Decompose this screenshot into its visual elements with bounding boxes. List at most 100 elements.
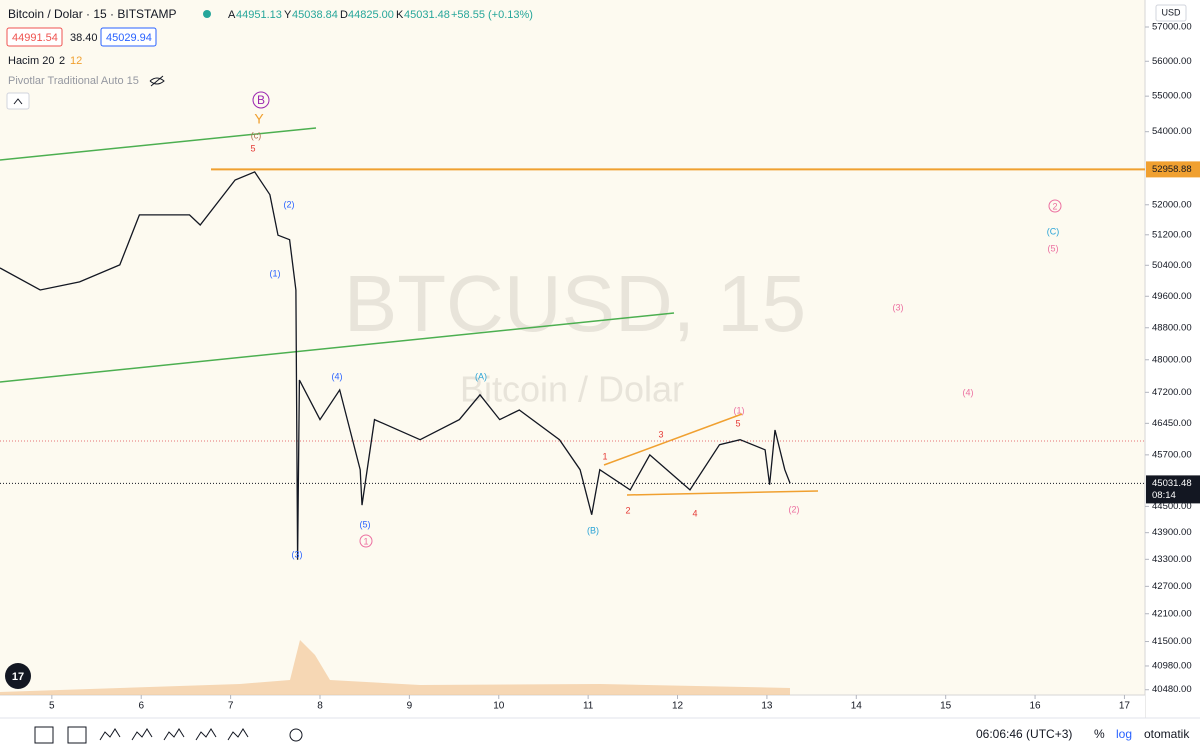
toolbar-icon[interactable] <box>34 726 54 744</box>
level-label: 52958.88 <box>1152 164 1192 175</box>
watermark-sub: Bitcoin / Dolar <box>460 369 684 410</box>
trend-line <box>0 127 317 161</box>
clock: 06:06:46 (UTC+3) <box>976 727 1072 741</box>
y-axis: 57000.00 56000.00 55000.00 54000.00 52000.00… <box>1145 22 1192 695</box>
level-label-bg <box>1146 161 1200 178</box>
wave-label: 5 <box>735 418 740 428</box>
last-price-bg <box>1146 475 1200 504</box>
x-tick-label: 13 <box>761 701 773 712</box>
y-tick-label: 44500.00 <box>1152 501 1192 512</box>
ask-box[interactable] <box>100 27 157 47</box>
x-tick-label: 14 <box>851 701 863 712</box>
y-tick-label: 46450.00 <box>1152 418 1192 429</box>
chevron <box>13 98 23 105</box>
x-tick-label: 7 <box>228 701 234 712</box>
y-tick-label: 48000.00 <box>1152 354 1192 365</box>
price-axis <box>1145 0 1200 718</box>
wave-label: (3) <box>292 549 303 559</box>
spread: 38.40 <box>70 32 98 44</box>
wave-label: (5) <box>1048 243 1059 253</box>
auto-toggle[interactable]: otomatik <box>1144 727 1190 741</box>
ohlc-value: 45031.48 <box>404 9 450 21</box>
wave-label: 1 <box>602 451 607 461</box>
currency-box[interactable] <box>1155 4 1187 22</box>
x-tick-label: 17 <box>1119 701 1131 712</box>
logo-mark: 17 <box>12 671 24 683</box>
wave-label: 4 <box>692 508 697 518</box>
trend-line <box>0 312 675 383</box>
ohlc-value: 45038.84 <box>292 9 338 21</box>
y-tick-label: 51200.00 <box>1152 229 1192 240</box>
timeframe-toolbar <box>34 726 303 744</box>
chart-background <box>0 0 1145 695</box>
wave-circle <box>1048 199 1062 213</box>
volume-indicator: Hacim 20 <box>8 55 54 67</box>
wave-label: (5) <box>360 519 371 529</box>
toolbar-icon[interactable] <box>67 726 87 744</box>
symbol-title: Bitcoin / Dolar · 15 · BITSTAMP <box>8 7 177 21</box>
y-tick-label: 40480.00 <box>1152 684 1192 695</box>
wave-label: (c) <box>251 130 262 140</box>
market-status <box>203 10 211 18</box>
wave-label: 1 <box>363 536 368 546</box>
volume-value: 12 <box>70 55 82 67</box>
ohlc-value: 44951.13 <box>236 9 282 21</box>
wave-label: B <box>257 93 265 107</box>
ohlc-key: K <box>396 9 404 21</box>
x-tick-label: 6 <box>138 701 144 712</box>
price-line <box>0 171 791 560</box>
wave-label: (B) <box>587 525 599 535</box>
wave-label: (4) <box>332 371 343 381</box>
pivots-indicator: Pivotlar Traditional Auto 15 <box>8 75 139 87</box>
ohlc-key: Y <box>284 9 292 21</box>
y-tick-label: 42100.00 <box>1152 608 1192 619</box>
x-tick-label: 5 <box>49 701 55 712</box>
y-tick-label: 48800.00 <box>1152 322 1192 333</box>
collapse-button[interactable] <box>6 92 30 110</box>
y-tick-label: 45700.00 <box>1152 449 1192 460</box>
watermark: BTCUSD, 15 Bitcoin / Dolar <box>344 259 806 409</box>
log-toggle[interactable]: log <box>1116 727 1132 741</box>
y-tick-label: 40980.00 <box>1152 660 1192 671</box>
last-price-label: 45031.48 <box>1152 478 1192 489</box>
y-tick-label: 42700.00 <box>1152 581 1192 592</box>
wave-label: 3 <box>658 429 663 439</box>
x-tick-label: 9 <box>407 701 413 712</box>
bid-box[interactable] <box>6 27 63 47</box>
currency: USD <box>1161 7 1181 17</box>
wave-circle <box>359 534 373 548</box>
y-tick-label: 50400.00 <box>1152 260 1192 271</box>
volume-value: 2 <box>59 55 65 67</box>
countdown: 08:14 <box>1152 490 1176 501</box>
wave-label: 2 <box>625 505 630 515</box>
y-tick-label: 41500.00 <box>1152 636 1192 647</box>
y-tick-label: 47200.00 <box>1152 387 1192 398</box>
wave-label: (2) <box>284 199 295 209</box>
wave-circle <box>252 91 270 109</box>
toolbar-icon[interactable] <box>99 728 249 741</box>
bid: 44991.54 <box>12 32 58 44</box>
logo[interactable] <box>5 663 31 689</box>
y-tick-label: 54000.00 <box>1152 126 1192 137</box>
time-axis <box>0 695 1145 718</box>
wave-label: (C) <box>1047 226 1060 236</box>
y-tick-label: 52000.00 <box>1152 199 1192 210</box>
hide-icon[interactable] <box>149 75 165 87</box>
trend-line <box>603 413 743 466</box>
wave-label: (1) <box>270 268 281 278</box>
plot <box>0 168 1145 560</box>
x-tick-label: 10 <box>493 701 505 712</box>
toolbar-icon[interactable] <box>289 728 303 742</box>
volume-shading <box>0 640 790 695</box>
x-tick-label: 11 <box>583 701 594 712</box>
percent-toggle[interactable]: % <box>1094 727 1105 741</box>
ohlc-value: 44825.00 <box>348 9 394 21</box>
trend-line <box>626 490 819 496</box>
wave-labels: BY (c) 5 (2) (1) (4) (5) 1 (3) (A) (B) 1 2 3 4 5 (1) (2) (… <box>250 91 1062 559</box>
y-tick-label: 56000.00 <box>1152 56 1192 67</box>
wave-label: (3) <box>893 302 904 312</box>
wave-label: Y <box>254 111 264 127</box>
wave-label: (A) <box>475 371 487 381</box>
